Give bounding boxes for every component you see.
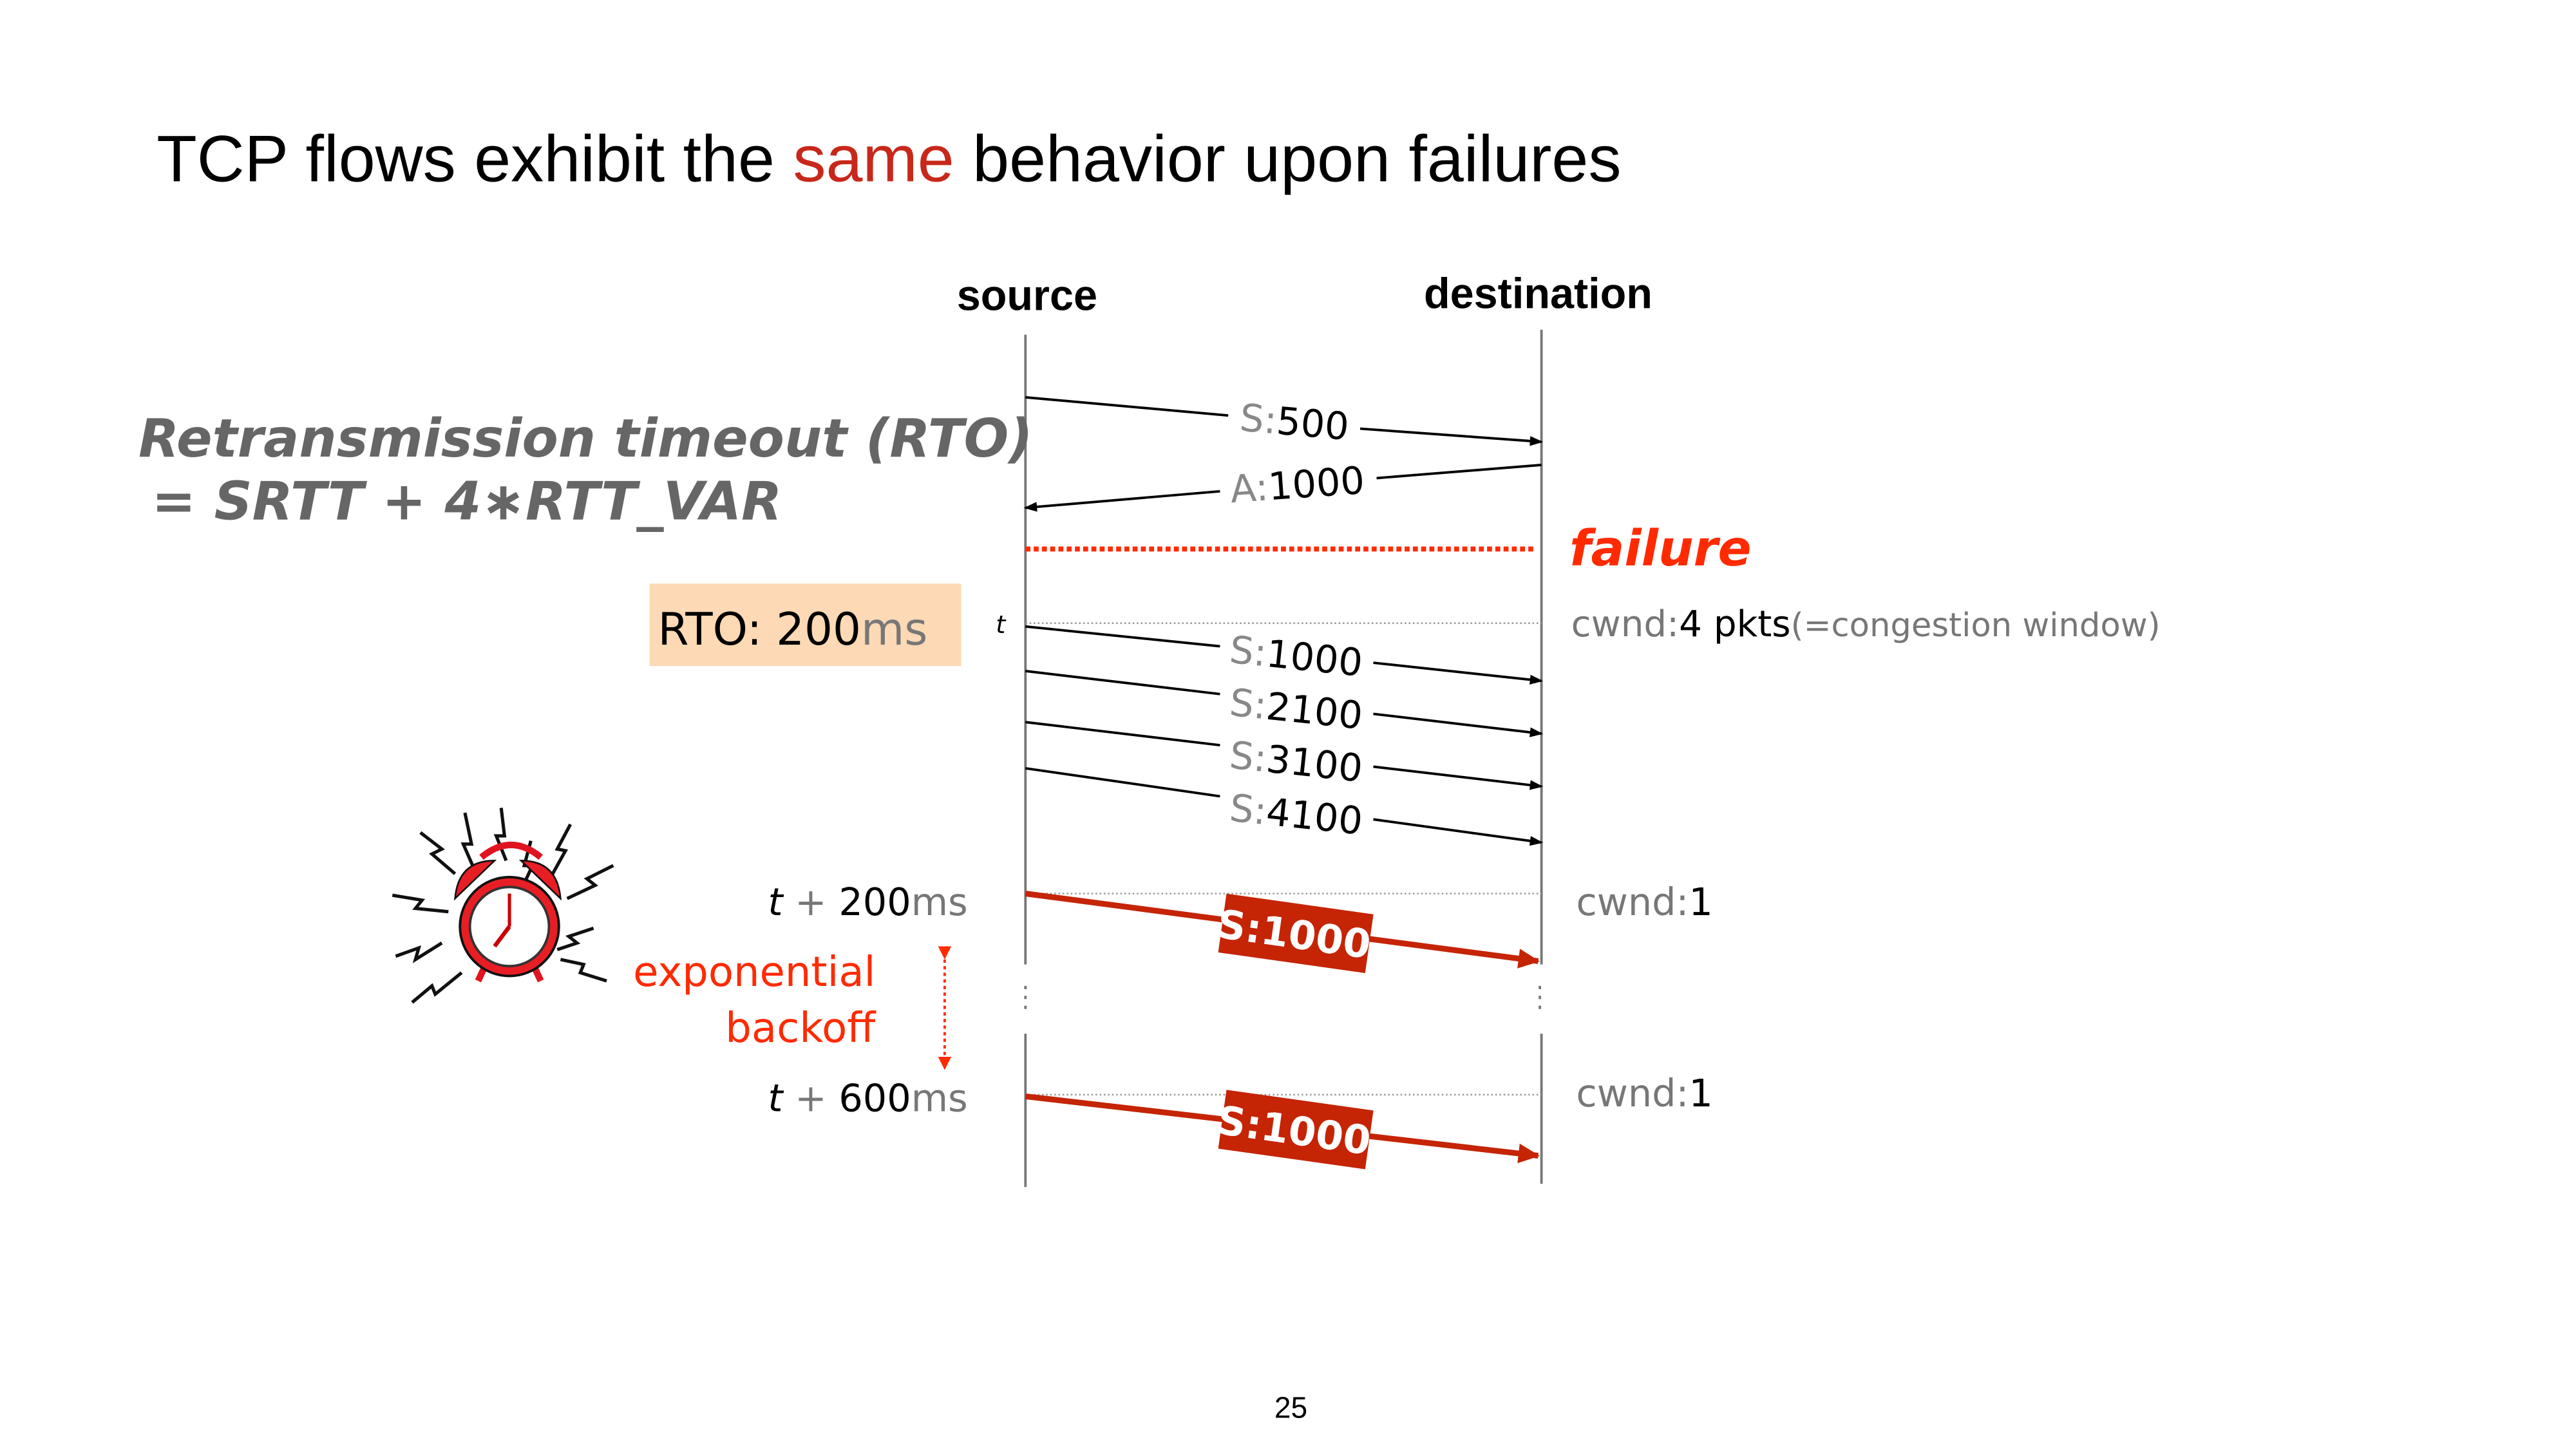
svg-text:S:500: S:500	[1238, 395, 1351, 450]
message-s4100: S:4100	[1025, 767, 1544, 846]
svg-text:S:2100: S:2100	[1227, 680, 1365, 738]
alarm-clock-icon	[392, 808, 614, 1004]
rto-formula: Retransmission timeout (RTO) = SRTT + 4∗…	[138, 408, 1033, 532]
svg-text:Retransmission timeout (RTO): Retransmission timeout (RTO)	[138, 408, 1033, 469]
cwnd-after-timeout: cwnd:1	[1576, 880, 1712, 924]
retransmission-time: t + 200ms	[768, 880, 968, 924]
svg-text:S:1000: S:1000	[1227, 627, 1365, 685]
svg-text:S:3100: S:3100	[1227, 733, 1365, 791]
message-s3100: S:3100	[1025, 721, 1544, 791]
backoff-label-line2: backoff	[725, 1005, 876, 1052]
slide-title: TCP flows exhibit the same behavior upon…	[156, 122, 1621, 196]
rto-value: RTO: 200ms	[658, 604, 927, 656]
svg-text:S:4100: S:4100	[1227, 786, 1365, 844]
cwnd-initial: cwnd:4 pkts(=congestion window)	[1571, 603, 2161, 645]
page-number: 25	[1274, 1391, 1307, 1425]
message-a1000: A:1000	[1023, 458, 1542, 512]
retransmission-1: t + 200ms S:1000 cwnd:1	[768, 880, 1713, 973]
source-label: source	[957, 272, 1097, 319]
packet-box	[1218, 1090, 1374, 1170]
message-s2100: S:2100	[1025, 670, 1544, 738]
time-t-label: t	[996, 611, 1007, 639]
timelines	[1024, 330, 1543, 1188]
destination-label: destination	[1424, 270, 1653, 318]
rto-box	[649, 583, 961, 667]
retransmission-2: t + 600ms S:1000 cwnd:1	[768, 1071, 1713, 1170]
svg-text:= SRTT + 4∗RTT_VAR: = SRTT + 4∗RTT_VAR	[152, 471, 782, 532]
retransmission-time: t + 600ms	[768, 1075, 968, 1120]
svg-text:A:1000: A:1000	[1229, 458, 1366, 511]
backoff-label-line1: exponential	[633, 949, 875, 996]
failure-label: failure	[1569, 520, 1751, 578]
cwnd-after-timeout: cwnd:1	[1576, 1071, 1712, 1115]
packet-box	[1218, 893, 1374, 973]
message-s500: S:500	[1025, 395, 1544, 450]
message-s1000: S:1000	[1025, 625, 1544, 685]
